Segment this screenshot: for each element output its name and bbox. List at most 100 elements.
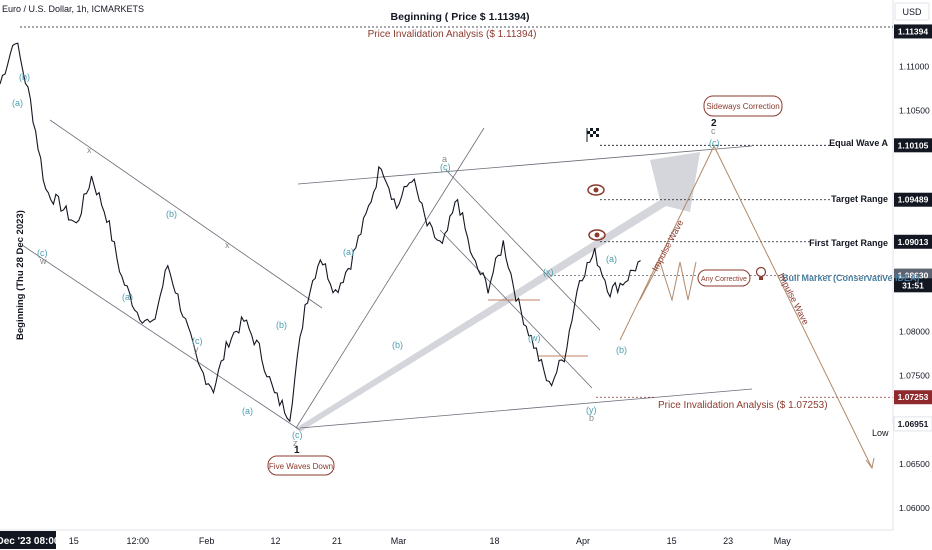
projection-zigzag (639, 260, 697, 302)
x-start-label: Dec '23 08:00 (0, 536, 60, 547)
price-series-line[interactable] (0, 42, 641, 423)
y-tick-label-1: 1.10500 (899, 105, 930, 115)
five-waves-down-label: Five Waves Down (269, 462, 333, 471)
y-tick-label-6: 1.06500 (899, 459, 930, 469)
x-tick-label-9: 23 (723, 536, 733, 546)
vertical-beginning-label: Beginning (Thu 28 Dec 2023) (15, 210, 26, 340)
price-marker-label-6: 1.07253 (898, 392, 929, 402)
price-markers: 1.085001.113941.101051.094891.090131.086… (893, 24, 932, 432)
wave-label-one: 1 (294, 445, 300, 456)
price-invalidation-low-label: Price Invalidation Analysis ($ 1.07253) (658, 400, 828, 411)
projection-up (619, 145, 715, 341)
x-tick-label-10: May (774, 536, 792, 546)
sideways-correction-label: Sideways Correction (706, 102, 779, 111)
flag-icon (586, 128, 599, 142)
price-marker-label-0: 1.11394 (898, 26, 929, 36)
wave-label-b-top: (b) (19, 72, 30, 82)
wave-label-x-top: x (87, 145, 92, 155)
wave-label-a-top: (a) (12, 98, 23, 108)
wave-label-a-peak: a (442, 154, 447, 164)
x-tick-label-1: 12:00 (126, 536, 149, 546)
price-marker-bg-2 (894, 192, 932, 207)
channel-line-lower-right (299, 388, 753, 429)
wave-label-w-left: w (39, 256, 47, 266)
projection-arrowhead (865, 457, 875, 470)
y-tick-label-0: 1.11000 (899, 61, 929, 71)
x-tick-label-7: Apr (576, 536, 590, 546)
wave-label-b-bottom: b (589, 413, 594, 423)
price-marker-bg-0 (894, 24, 932, 39)
chart-subtitle: Price Invalidation Analysis ($ 1.11394) (368, 29, 537, 40)
eye-icon-first-target (588, 229, 606, 241)
currency-button[interactable] (894, 2, 930, 21)
time-axis-ticks: 15 12:00 Feb 12 21 Mar 18 Apr 15 23 May (69, 536, 791, 546)
wave-label-a-low: (a) (242, 406, 253, 416)
wave-label-c-low: (c) (292, 430, 303, 440)
plot-background (0, 0, 893, 530)
sideways-correction-box (703, 95, 783, 117)
wave-label-b-rise: (b) (392, 340, 403, 350)
x-tick-label-8: 15 (667, 536, 677, 546)
price-axis (893, 0, 932, 530)
price-marker-label-3: 1.09013 (898, 237, 929, 247)
five-waves-down-box (267, 455, 335, 476)
channel-line-upper-left (49, 119, 323, 309)
price-marker-label-5: 31:51 (902, 280, 924, 290)
channel-line-upper-right (297, 145, 753, 185)
chart-title: Beginning ( Price $ 1.11394) (391, 11, 530, 23)
any-corrective-box (697, 269, 751, 287)
bull-market-label: Bull Market (Conservative IDEA) (782, 273, 920, 283)
price-marker-bg-1 (894, 138, 932, 153)
price-marker-bg-3 (894, 234, 932, 249)
wave-label-y: (y) (586, 405, 597, 415)
wave-label-x: (x) (543, 267, 554, 277)
wave-label-a-right: (a) (606, 254, 617, 264)
price-marker-label-2: 1.09489 (898, 195, 929, 205)
x-tick-label-0: 15 (69, 536, 79, 546)
low-label-bg (866, 424, 893, 440)
price-marker-bg-7 (893, 416, 932, 432)
time-axis (0, 530, 893, 550)
first-target-range-label: First Target Range (809, 238, 888, 248)
y-tick-label-7: 1.06000 (899, 503, 930, 513)
y-tick-label-3: 1.08000 (899, 326, 930, 336)
wave-label-z-low: z (293, 438, 298, 448)
price-marker-bg-5 (894, 278, 932, 293)
wave-label-c-mid: (c) (192, 336, 203, 346)
x-tick-label-2: Feb (199, 536, 215, 546)
price-marker-label-1: 1.10105 (898, 140, 929, 150)
wave-label-b-left: (b) (166, 209, 177, 219)
currency-label: USD (902, 7, 922, 17)
wave-label-x-mid: x (225, 240, 230, 250)
projection-arrow (296, 152, 700, 432)
price-marker-bg-6 (894, 390, 932, 405)
wave-labels: (b) (a) (c) (a) (b) (c) (a) (b) (c) (a) … (12, 72, 720, 440)
channel-line-descending-2 (439, 229, 593, 389)
symbol-label: Euro / U.S. Dollar, 1h, ICMARKETS (2, 4, 144, 14)
low-label: Low (872, 428, 889, 438)
time-axis-start-marker (0, 531, 56, 549)
wave-label-c-top: c (711, 126, 716, 136)
price-marker-label-4: 1.08630 (898, 271, 929, 281)
wave-label-c-target: (c) (709, 138, 720, 148)
x-tick-label-6: 18 (489, 536, 499, 546)
projection-down (713, 145, 873, 469)
y-tick-label-4: 1.07500 (899, 370, 930, 380)
lightbulb-icon (755, 266, 767, 280)
target-range-label: Target Range (831, 194, 888, 204)
wave-label-a-rise: (a) (343, 247, 354, 257)
x-tick-label-5: Mar (391, 536, 407, 546)
equal-wave-a-label: Equal Wave A (829, 138, 888, 148)
wave-label-c-peak: (c) (440, 162, 451, 172)
wave-label-b-right: (b) (616, 345, 627, 355)
any-corrective-label: Any Corrective (701, 276, 747, 283)
channel-line-lower-left (21, 244, 301, 431)
x-tick-label-3: 12 (271, 536, 281, 546)
wave-label-a-left: (a) (122, 292, 133, 302)
wave-label-two: 2 (711, 118, 717, 129)
projection-lines (619, 145, 875, 470)
eye-icon-target (587, 184, 605, 196)
wave-labels-dark: x w y x z a b c (39, 126, 716, 448)
